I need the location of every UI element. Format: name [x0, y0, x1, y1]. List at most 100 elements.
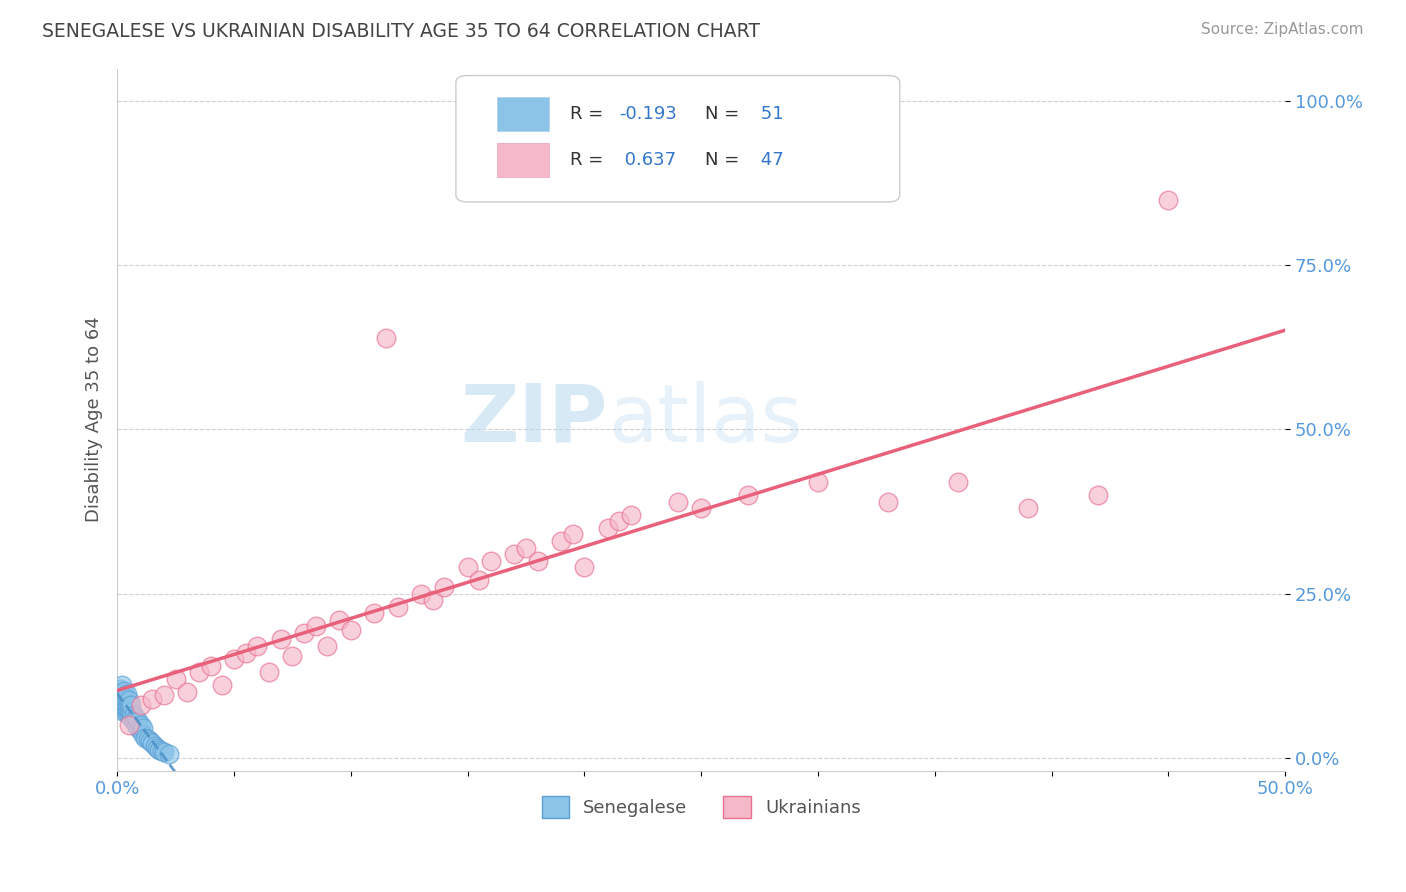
Point: [136, 732, 159, 747]
Text: N =: N =: [704, 105, 745, 123]
Point: [433, 580, 456, 594]
Point: [129, 724, 152, 739]
Point: [112, 690, 135, 704]
Point: [363, 606, 385, 620]
Point: [111, 697, 134, 711]
Point: [105, 695, 128, 709]
Text: R =: R =: [571, 105, 609, 123]
Point: [111, 701, 134, 715]
Point: [125, 718, 148, 732]
Point: [946, 475, 969, 489]
Point: [115, 706, 138, 720]
Point: [150, 744, 173, 758]
Point: [246, 639, 269, 653]
Point: [141, 736, 163, 750]
Point: [737, 488, 759, 502]
Point: [620, 508, 643, 522]
Text: 0.637: 0.637: [620, 151, 676, 169]
Point: [561, 527, 583, 541]
Point: [479, 554, 502, 568]
Point: [270, 632, 292, 647]
Text: -0.193: -0.193: [620, 105, 678, 123]
Point: [120, 711, 142, 725]
Point: [125, 711, 148, 725]
Point: [108, 681, 131, 696]
Point: [176, 685, 198, 699]
Point: [503, 547, 526, 561]
Point: [187, 665, 209, 680]
Point: [609, 514, 631, 528]
Point: [127, 714, 149, 729]
Legend: Senegalese, Ukrainians: Senegalese, Ukrainians: [534, 789, 868, 825]
Point: [153, 745, 176, 759]
Point: [143, 739, 166, 753]
Point: [574, 560, 596, 574]
Point: [222, 652, 245, 666]
Point: [122, 707, 145, 722]
Point: [257, 665, 280, 680]
Point: [127, 721, 149, 735]
FancyBboxPatch shape: [496, 97, 550, 131]
Point: [108, 690, 131, 705]
Point: [122, 714, 145, 729]
Point: [129, 698, 152, 712]
Point: [112, 683, 135, 698]
Point: [877, 494, 900, 508]
Point: [115, 687, 138, 701]
Point: [111, 685, 134, 699]
Point: [108, 698, 131, 712]
Point: [118, 718, 141, 732]
Point: [153, 688, 176, 702]
Point: [807, 475, 830, 489]
Point: [146, 740, 169, 755]
Text: atlas: atlas: [607, 381, 801, 458]
Point: [457, 560, 479, 574]
Point: [596, 521, 619, 535]
Text: 51: 51: [755, 105, 783, 123]
Text: R =: R =: [571, 151, 609, 169]
Point: [141, 691, 163, 706]
Point: [132, 721, 155, 735]
Point: [118, 703, 141, 717]
Point: [1157, 193, 1180, 207]
Point: [134, 731, 156, 745]
Point: [666, 494, 689, 508]
Point: [148, 742, 170, 756]
Point: [305, 619, 328, 633]
Point: [115, 697, 138, 711]
Point: [112, 695, 135, 709]
Point: [292, 626, 315, 640]
Point: [120, 705, 142, 719]
Point: [422, 593, 444, 607]
Text: 47: 47: [755, 151, 783, 169]
Point: [387, 599, 409, 614]
Point: [316, 639, 339, 653]
Point: [139, 734, 162, 748]
Point: [115, 691, 138, 706]
Point: [374, 330, 396, 344]
Point: [515, 541, 537, 555]
Point: [165, 672, 187, 686]
Point: [118, 707, 141, 722]
Point: [112, 705, 135, 719]
Point: [108, 686, 131, 700]
FancyBboxPatch shape: [496, 143, 550, 177]
Point: [468, 574, 491, 588]
Point: [112, 699, 135, 714]
Point: [211, 678, 233, 692]
Point: [118, 693, 141, 707]
Point: [550, 534, 572, 549]
Point: [120, 698, 142, 712]
Point: [690, 501, 713, 516]
Point: [200, 658, 222, 673]
Point: [281, 648, 304, 663]
Point: [108, 693, 131, 707]
Point: [132, 728, 155, 742]
Text: ZIP: ZIP: [461, 381, 607, 458]
Point: [157, 747, 180, 762]
Point: [115, 701, 138, 715]
FancyBboxPatch shape: [456, 76, 900, 202]
Text: N =: N =: [704, 151, 745, 169]
Point: [105, 688, 128, 702]
Text: SENEGALESE VS UKRAINIAN DISABILITY AGE 35 TO 64 CORRELATION CHART: SENEGALESE VS UKRAINIAN DISABILITY AGE 3…: [42, 22, 761, 41]
